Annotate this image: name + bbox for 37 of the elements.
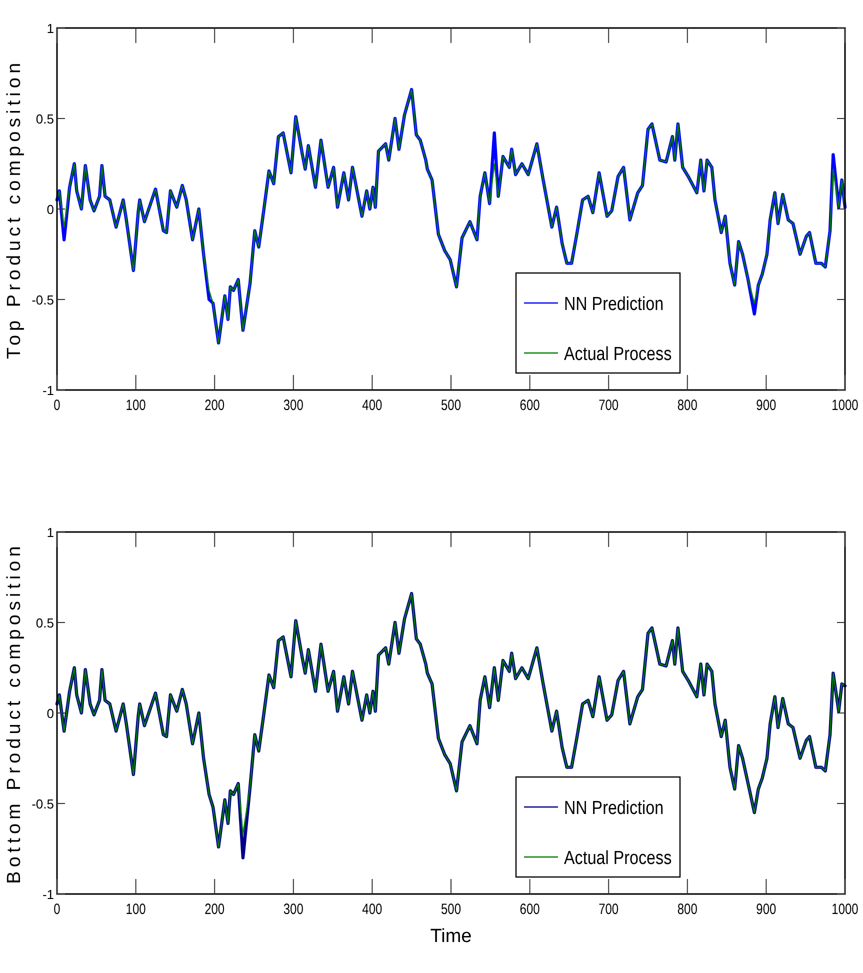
y-tick-label: -0.5 [32, 796, 54, 812]
legend-label: NN Prediction [564, 292, 664, 314]
y-tick-label: 0 [46, 202, 54, 217]
x-tick-label: 100 [126, 900, 146, 918]
y-tick-label: -1 [42, 887, 54, 902]
x-tick-label: 600 [520, 900, 540, 918]
y-tick-label: 0.5 [36, 616, 54, 630]
x-tick-label: 700 [598, 900, 620, 918]
x-tick-label: 400 [362, 900, 383, 918]
x-tick-label: 800 [677, 900, 698, 918]
y-axis-title: Bottom Product composition [4, 542, 25, 884]
y-tick-label: 0.5 [36, 112, 54, 126]
y-tick-label: -0.5 [32, 292, 54, 308]
x-tick-label: 300 [283, 900, 304, 918]
legend-label: Actual Process [564, 846, 672, 868]
y-tick-label: 1 [46, 525, 54, 540]
x-tick-label: 100 [126, 396, 146, 414]
x-tick-label: 1000 [832, 900, 859, 918]
x-tick-label: 1000 [832, 396, 859, 414]
y-tick-label: -1 [42, 383, 54, 398]
y-tick-label: 1 [46, 21, 54, 36]
x-tick-label: 700 [598, 396, 620, 414]
x-tick-label: 800 [677, 396, 698, 414]
y-tick-label: 0 [46, 706, 54, 721]
legend-label: NN Prediction [564, 796, 664, 818]
x-tick-label: 500 [440, 396, 462, 414]
x-tick-label: 200 [204, 900, 226, 918]
legend-label: Actual Process [564, 342, 672, 364]
x-tick-label: 300 [283, 396, 304, 414]
x-tick-label: 200 [204, 396, 226, 414]
x-tick-label: 600 [520, 396, 540, 414]
y-axis-title: Top Product composition [4, 58, 25, 360]
x-tick-label: 500 [440, 900, 462, 918]
x-tick-label: 400 [362, 396, 383, 414]
x-axis-title: Time [430, 926, 472, 947]
x-tick-label: 900 [756, 900, 777, 918]
x-tick-label: 900 [756, 396, 777, 414]
